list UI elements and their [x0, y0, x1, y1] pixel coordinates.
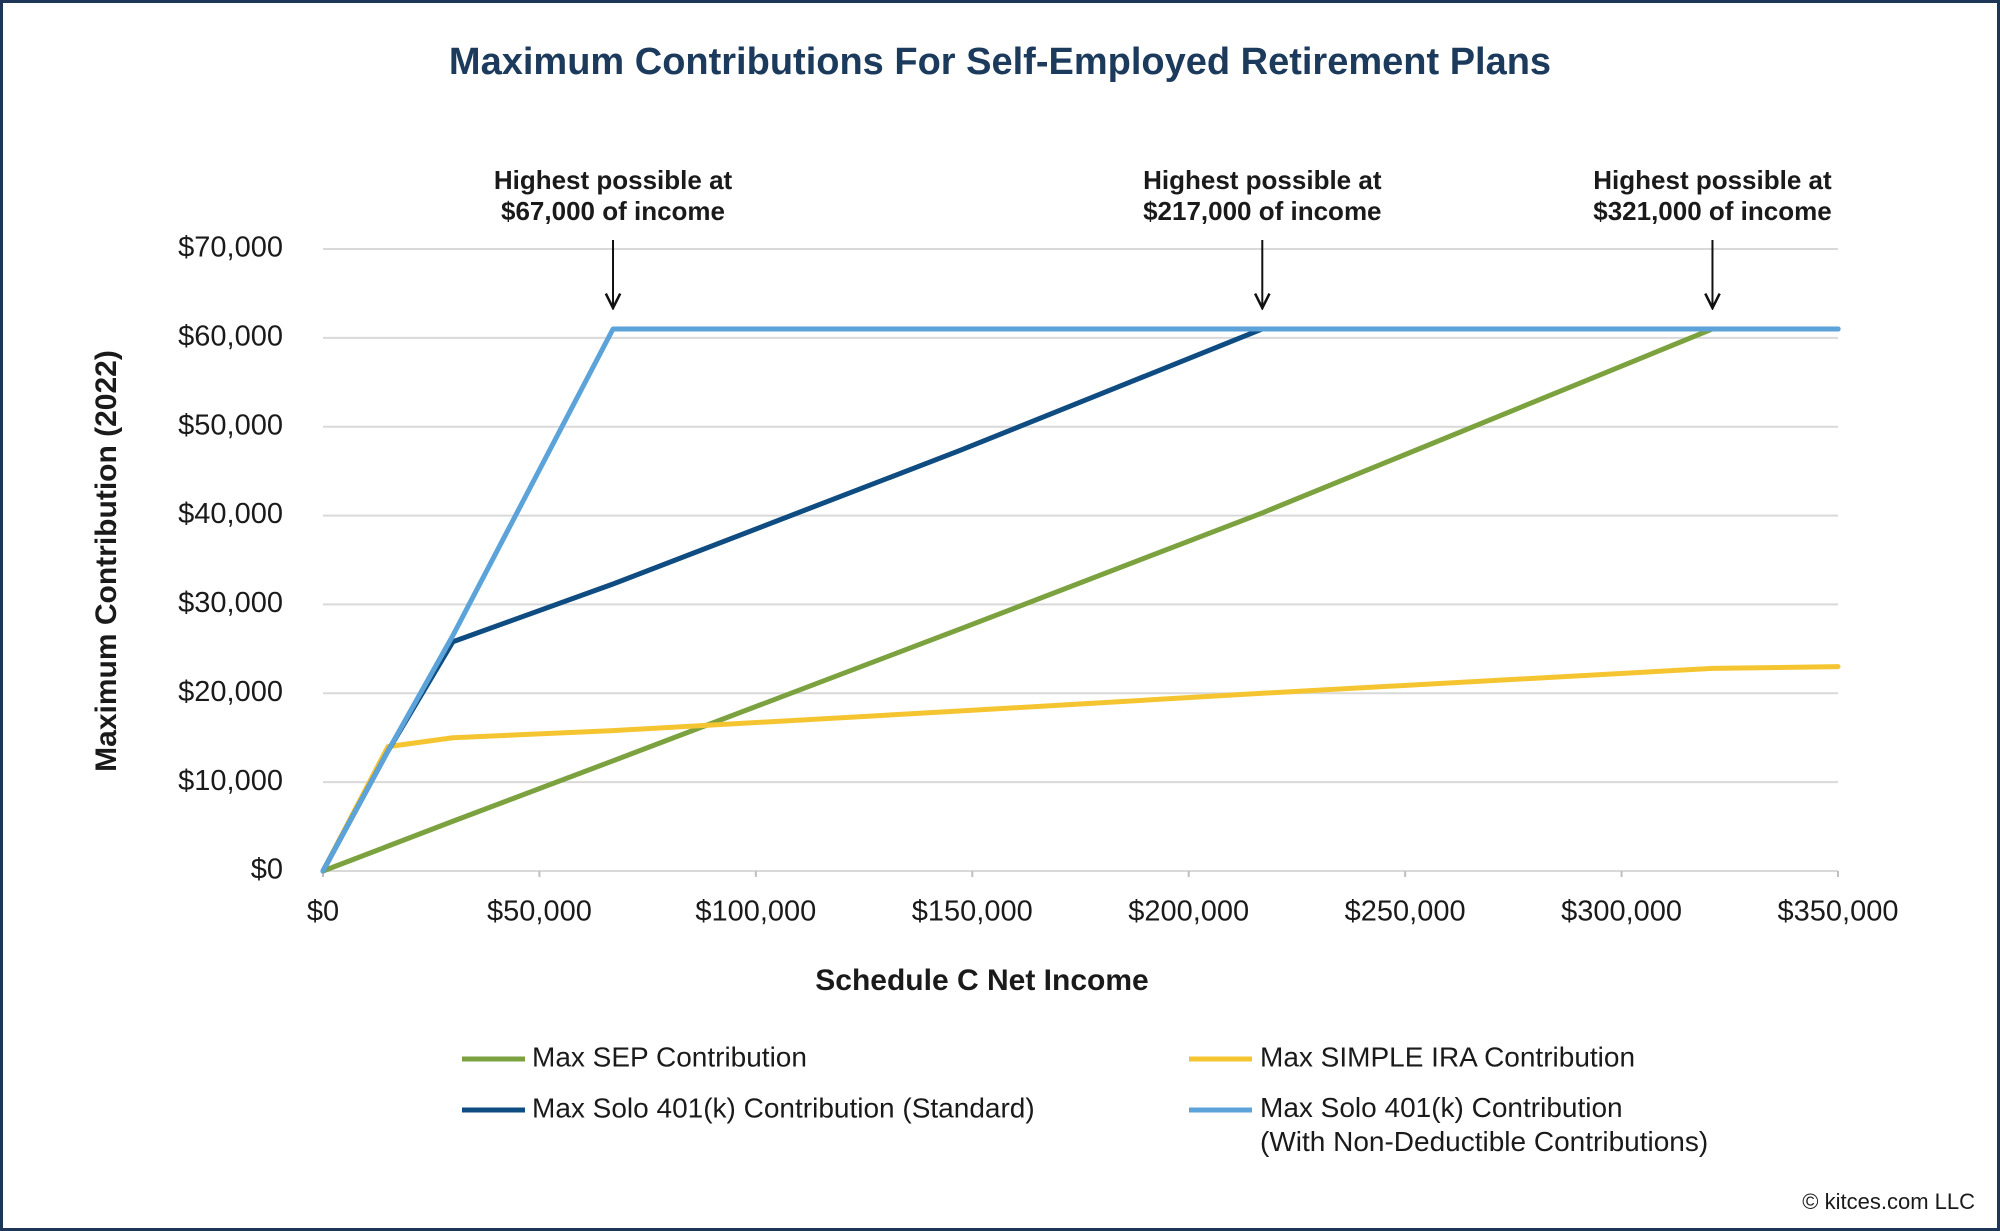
- x-tick-label: $100,000: [695, 896, 816, 928]
- y-tick-label: $60,000: [178, 321, 283, 353]
- x-tick-label: $250,000: [1345, 896, 1466, 928]
- y-tick-label: $10,000: [178, 765, 283, 797]
- annotation-text: Highest possible at: [1143, 165, 1382, 195]
- y-tick-label: $40,000: [178, 498, 283, 530]
- legend-label: Max Solo 401(k) Contribution (Standard): [532, 1092, 1035, 1123]
- y-axis-title: Maximum Contribution (2022): [90, 350, 123, 772]
- y-tick-label: $0: [251, 854, 283, 886]
- annotation-text: $321,000 of income: [1593, 196, 1831, 226]
- y-tick-label: $50,000: [178, 409, 283, 441]
- x-tick-label: $50,000: [487, 896, 592, 928]
- y-tick-label: $20,000: [178, 676, 283, 708]
- x-tick-label: $350,000: [1778, 896, 1899, 928]
- y-tick-label: $70,000: [178, 232, 283, 264]
- legend-label: Max SIMPLE IRA Contribution: [1260, 1041, 1635, 1072]
- x-tick-label: $200,000: [1128, 896, 1249, 928]
- x-tick-label: $0: [307, 896, 339, 928]
- x-tick-label: $300,000: [1561, 896, 1682, 928]
- legend-label: Max SEP Contribution: [532, 1041, 807, 1072]
- y-tick-label: $30,000: [178, 587, 283, 619]
- annotation-text: Highest possible at: [494, 165, 733, 195]
- series-line: [320, 664, 1841, 874]
- chart-title: Maximum Contributions For Self-Employed …: [449, 41, 1551, 83]
- series-line: [320, 326, 1841, 874]
- annotation-text: $67,000 of income: [501, 196, 725, 226]
- annotation-text: Highest possible at: [1593, 165, 1832, 195]
- series-line: [320, 326, 1841, 874]
- x-tick-label: $150,000: [912, 896, 1033, 928]
- x-axis-title: Schedule C Net Income: [815, 964, 1148, 997]
- credit: © kitces.com LLC: [1802, 1189, 1975, 1214]
- annotation-text: $217,000 of income: [1143, 196, 1381, 226]
- legend-label: Max Solo 401(k) Contribution (With Non-De…: [1260, 1092, 1708, 1157]
